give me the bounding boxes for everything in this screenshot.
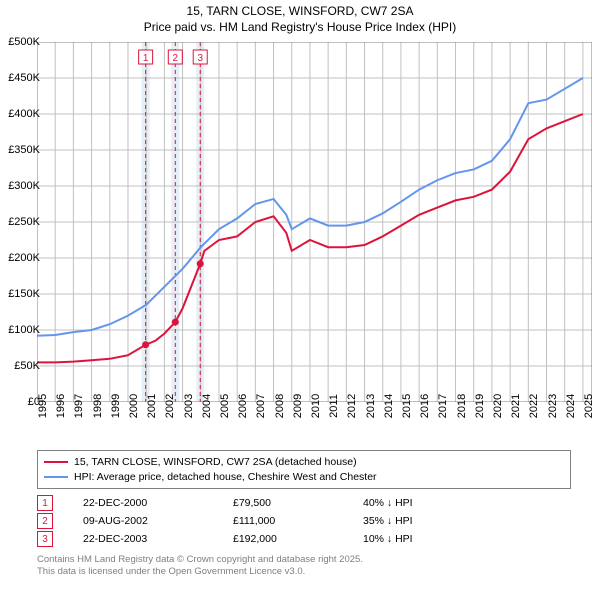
x-tick-label: 1996 xyxy=(55,394,67,418)
legend-label: 15, TARN CLOSE, WINSFORD, CW7 2SA (detac… xyxy=(74,455,357,470)
x-tick-label: 2017 xyxy=(437,394,449,418)
x-tick-label: 2021 xyxy=(510,394,522,418)
sale-diff: 35% ↓ HPI xyxy=(363,515,483,527)
title-block: 15, TARN CLOSE, WINSFORD, CW7 2SA Price … xyxy=(0,0,600,35)
x-tick-label: 2024 xyxy=(565,394,577,418)
y-tick-label: £450K xyxy=(8,72,40,84)
x-tick-label: 2009 xyxy=(292,394,304,418)
x-tick-label: 2015 xyxy=(401,394,413,418)
title-line1: 15, TARN CLOSE, WINSFORD, CW7 2SA xyxy=(0,4,600,20)
price-chart: 1 2 3 xyxy=(37,42,592,402)
legend-item-hpi: HPI: Average price, detached house, Ches… xyxy=(44,470,564,485)
sale-row: 2 09-AUG-2002 £111,000 35% ↓ HPI xyxy=(37,512,483,530)
x-tick-label: 2000 xyxy=(128,394,140,418)
x-tick-label: 2005 xyxy=(219,394,231,418)
x-tick-label: 2006 xyxy=(237,394,249,418)
x-tick-label: 2018 xyxy=(456,394,468,418)
x-tick-label: 2020 xyxy=(492,394,504,418)
x-tick-label: 1997 xyxy=(73,394,85,418)
x-tick-label: 1995 xyxy=(37,394,49,418)
svg-text:1: 1 xyxy=(143,53,149,64)
sale-row: 1 22-DEC-2000 £79,500 40% ↓ HPI xyxy=(37,494,483,512)
footer: Contains HM Land Registry data © Crown c… xyxy=(37,554,363,579)
x-tick-label: 2014 xyxy=(383,394,395,418)
x-tick-label: 2008 xyxy=(274,394,286,418)
y-tick-label: £150K xyxy=(8,288,40,300)
x-tick-label: 2007 xyxy=(255,394,267,418)
sale-date: 22-DEC-2000 xyxy=(83,497,233,509)
x-tick-label: 2001 xyxy=(146,394,158,418)
y-tick-label: £400K xyxy=(8,108,40,120)
footer-line2: This data is licensed under the Open Gov… xyxy=(37,566,363,578)
sale-marker-icon: 2 xyxy=(37,513,53,529)
x-tick-label: 2016 xyxy=(419,394,431,418)
legend-swatch-icon xyxy=(44,476,68,478)
y-tick-label: £200K xyxy=(8,252,40,264)
title-line2: Price paid vs. HM Land Registry's House … xyxy=(0,20,600,36)
sale-price: £192,000 xyxy=(233,533,363,545)
legend-label: HPI: Average price, detached house, Ches… xyxy=(74,470,377,485)
y-tick-label: £50K xyxy=(14,360,40,372)
sales-table: 1 22-DEC-2000 £79,500 40% ↓ HPI 2 09-AUG… xyxy=(37,494,483,548)
sale-diff: 40% ↓ HPI xyxy=(363,497,483,509)
x-tick-label: 1998 xyxy=(92,394,104,418)
svg-text:3: 3 xyxy=(197,53,203,64)
svg-text:2: 2 xyxy=(173,53,179,64)
sale-row: 3 22-DEC-2003 £192,000 10% ↓ HPI xyxy=(37,530,483,548)
x-tick-label: 2013 xyxy=(365,394,377,418)
legend: 15, TARN CLOSE, WINSFORD, CW7 2SA (detac… xyxy=(37,450,571,489)
y-tick-label: £250K xyxy=(8,216,40,228)
x-tick-label: 2019 xyxy=(474,394,486,418)
x-tick-label: 1999 xyxy=(110,394,122,418)
x-tick-label: 2004 xyxy=(201,394,213,418)
x-tick-label: 2025 xyxy=(583,394,595,418)
legend-swatch-icon xyxy=(44,461,68,463)
sale-price: £79,500 xyxy=(233,497,363,509)
x-tick-label: 2010 xyxy=(310,394,322,418)
y-tick-label: £500K xyxy=(8,36,40,48)
footer-line1: Contains HM Land Registry data © Crown c… xyxy=(37,554,363,566)
sale-price: £111,000 xyxy=(233,515,363,527)
x-tick-label: 2012 xyxy=(346,394,358,418)
x-tick-label: 2023 xyxy=(547,394,559,418)
sale-date: 09-AUG-2002 xyxy=(83,515,233,527)
x-tick-label: 2022 xyxy=(528,394,540,418)
sale-marker-icon: 1 xyxy=(37,495,53,511)
page: 15, TARN CLOSE, WINSFORD, CW7 2SA Price … xyxy=(0,0,600,590)
sale-marker-icon: 3 xyxy=(37,531,53,547)
y-tick-label: £300K xyxy=(8,180,40,192)
sale-diff: 10% ↓ HPI xyxy=(363,533,483,545)
y-tick-label: £100K xyxy=(8,324,40,336)
sale-date: 22-DEC-2003 xyxy=(83,533,233,545)
y-tick-label: £350K xyxy=(8,144,40,156)
x-tick-label: 2003 xyxy=(183,394,195,418)
x-tick-label: 2011 xyxy=(328,394,340,418)
legend-item-price-paid: 15, TARN CLOSE, WINSFORD, CW7 2SA (detac… xyxy=(44,455,564,470)
x-tick-label: 2002 xyxy=(164,394,176,418)
